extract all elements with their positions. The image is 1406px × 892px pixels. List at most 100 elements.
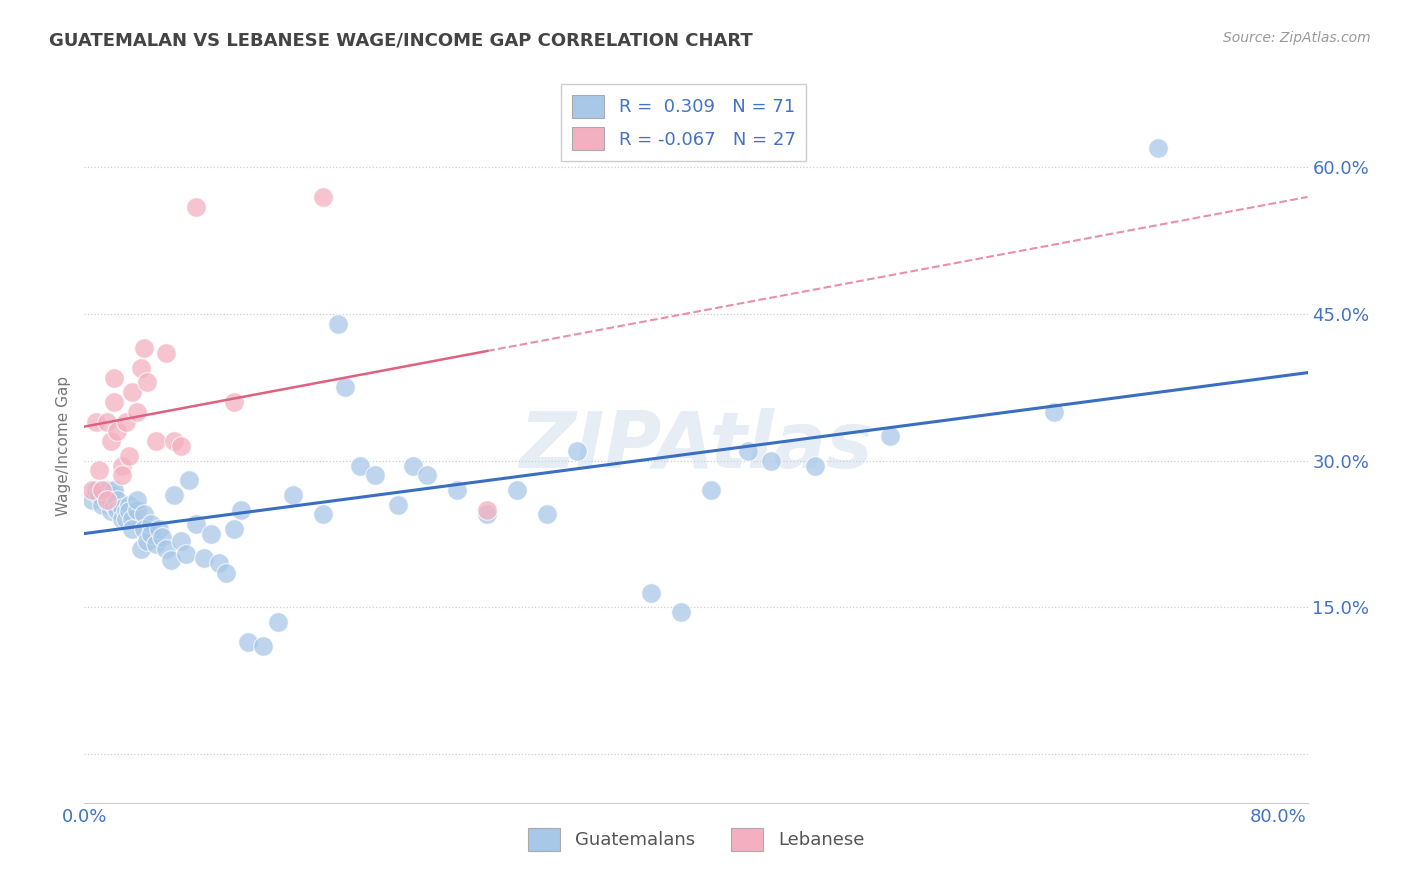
Point (103, 483, 125, 497)
Point (145, 434, 167, 449)
Point (238, 634, 260, 648)
Point (565, 443, 588, 458)
Text: GUATEMALAN VS LEBANESE WAGE/INCOME GAP CORRELATION CHART: GUATEMALAN VS LEBANESE WAGE/INCOME GAP C… (49, 31, 754, 49)
Point (84, 483, 107, 497)
Point (105, 492, 128, 507)
Point (669, 605, 692, 619)
Point (125, 492, 148, 507)
Point (312, 508, 335, 522)
Point (215, 566, 238, 580)
Point (804, 458, 827, 473)
Point (349, 458, 371, 473)
Point (118, 504, 141, 518)
Point (132, 522, 155, 536)
Point (129, 541, 152, 556)
Point (364, 468, 387, 483)
Point (163, 434, 186, 449)
Point (121, 522, 143, 536)
Point (177, 473, 200, 487)
Point (132, 508, 155, 522)
Point (84, 415, 107, 429)
Point (129, 360, 152, 375)
Point (283, 488, 305, 502)
Point (879, 429, 901, 443)
Point (121, 385, 143, 400)
Point (640, 585, 662, 599)
Point (387, 498, 409, 512)
Point (222, 395, 245, 409)
Text: Source: ZipAtlas.com: Source: ZipAtlas.com (1223, 31, 1371, 45)
Point (103, 498, 125, 512)
Point (186, 517, 208, 532)
Point (132, 341, 155, 355)
Point (96, 483, 118, 497)
Point (506, 483, 529, 497)
Point (170, 439, 193, 453)
Point (125, 502, 148, 516)
Point (446, 483, 468, 497)
Point (100, 494, 122, 508)
Point (111, 512, 134, 526)
Point (115, 504, 138, 518)
Point (136, 533, 159, 548)
Point (229, 502, 252, 516)
Point (700, 483, 723, 497)
Point (312, 190, 335, 204)
Point (155, 346, 177, 360)
Point (103, 395, 125, 409)
Point (80, 483, 103, 497)
Point (96, 492, 118, 507)
Point (111, 500, 134, 515)
Point (150, 530, 173, 544)
Point (200, 527, 222, 541)
Point (163, 488, 186, 502)
Point (737, 443, 759, 458)
Point (1147, 141, 1170, 155)
Point (125, 405, 148, 419)
Point (136, 376, 159, 390)
Legend: Guatemalans, Lebanese: Guatemalans, Lebanese (520, 821, 872, 858)
Point (141, 527, 163, 541)
Point (115, 512, 138, 526)
Point (326, 317, 349, 331)
Point (222, 522, 245, 536)
Point (1043, 405, 1066, 419)
Point (121, 512, 143, 526)
Point (100, 434, 122, 449)
Point (89, 463, 111, 477)
Point (141, 517, 163, 532)
Point (335, 380, 357, 394)
Point (118, 498, 141, 512)
Point (118, 449, 141, 463)
Point (401, 458, 423, 473)
Point (103, 370, 125, 384)
Point (105, 425, 128, 439)
Point (536, 508, 558, 522)
Point (111, 468, 134, 483)
Point (100, 504, 122, 518)
Point (103, 488, 125, 502)
Text: ZIPAtlas: ZIPAtlas (519, 408, 873, 484)
Y-axis label: Wage/Income Gap: Wage/Income Gap (56, 376, 72, 516)
Point (91, 498, 114, 512)
Point (193, 551, 215, 566)
Point (89, 488, 111, 502)
Point (252, 640, 274, 654)
Point (148, 522, 170, 536)
Point (145, 537, 167, 551)
Point (759, 453, 782, 467)
Point (475, 502, 498, 516)
Point (416, 468, 439, 483)
Point (91, 483, 114, 497)
Point (111, 458, 134, 473)
Point (170, 533, 193, 548)
Point (155, 541, 177, 556)
Point (267, 615, 290, 629)
Point (475, 508, 498, 522)
Point (186, 200, 208, 214)
Point (96, 492, 118, 507)
Point (207, 557, 229, 571)
Point (105, 502, 128, 516)
Point (174, 547, 197, 561)
Point (96, 415, 118, 429)
